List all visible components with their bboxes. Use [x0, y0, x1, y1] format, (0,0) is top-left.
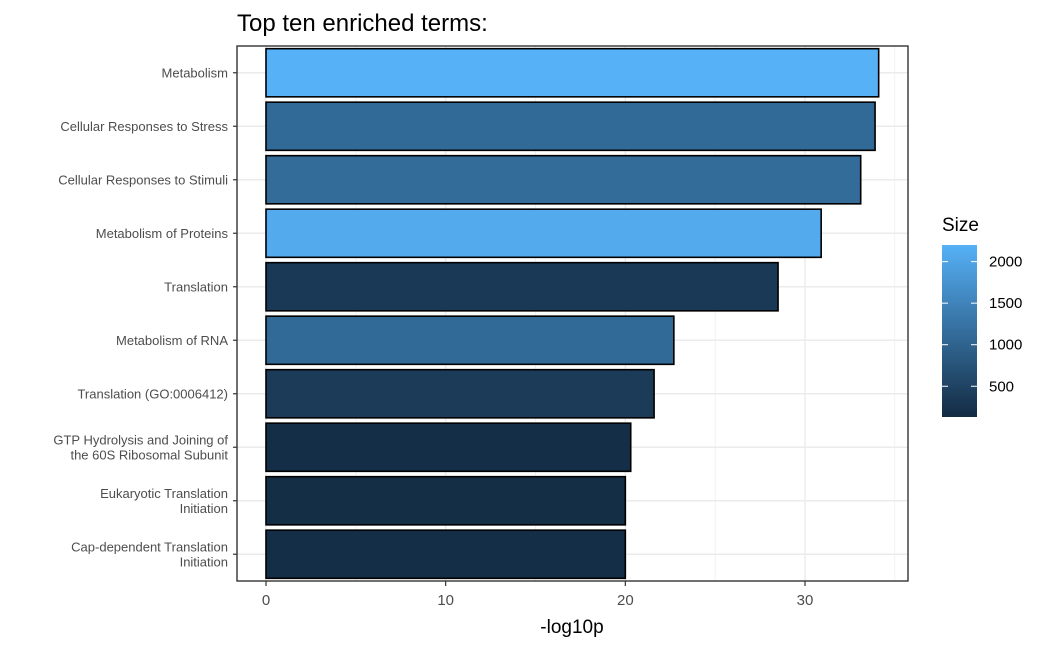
legend-tick-label: 2000 — [989, 254, 1022, 271]
bar — [265, 101, 876, 152]
bar — [265, 315, 675, 366]
x-axis-title: -log10p — [540, 617, 603, 638]
category-label: Cellular Responses to Stimuli — [58, 172, 228, 187]
bar — [265, 208, 822, 259]
x-tick-label: 10 — [437, 592, 454, 609]
bar — [265, 261, 779, 312]
legend-tick-label: 1000 — [989, 337, 1022, 354]
bar — [265, 47, 880, 98]
legend-tick-label: 1500 — [989, 295, 1022, 312]
category-label: Translation (GO:0006412) — [77, 386, 228, 401]
value-axis: 0 10 20 30 — [262, 581, 814, 609]
legend-tick-label: 500 — [989, 378, 1014, 395]
category-label: GTP Hydrolysis and Joining of the 60S Rib… — [53, 432, 228, 462]
legend-ticks: 500 1000 1500 2000 — [942, 254, 1022, 395]
category-label: Translation — [164, 279, 228, 294]
legend-colorbar — [942, 245, 977, 417]
bar — [265, 475, 627, 526]
legend-title: Size — [942, 215, 979, 236]
bars — [265, 47, 880, 580]
category-label: Metabolism of Proteins — [96, 226, 229, 241]
category-label: Metabolism of RNA — [116, 333, 228, 348]
x-tick-label: 0 — [262, 592, 270, 609]
category-label: Metabolism — [162, 65, 228, 80]
category-label: Eukaryotic Translation Initiation — [100, 486, 228, 516]
size-legend: Size 500 1000 1500 2000 — [942, 215, 1022, 417]
bar — [265, 422, 632, 473]
x-tick-label: 30 — [797, 592, 814, 609]
bar — [265, 368, 655, 419]
category-label: Cap-dependent Translation Initiation — [71, 539, 228, 569]
bar — [265, 529, 627, 580]
bar — [265, 154, 862, 205]
chart-title: Top ten enriched terms: — [237, 10, 488, 37]
plot-panel-border — [236, 45, 909, 582]
category-label: Cellular Responses to Stress — [60, 119, 228, 134]
x-tick-label: 20 — [617, 592, 634, 609]
category-axis: Metabolism Cellular Responses to Stress Ce… — [53, 65, 237, 569]
